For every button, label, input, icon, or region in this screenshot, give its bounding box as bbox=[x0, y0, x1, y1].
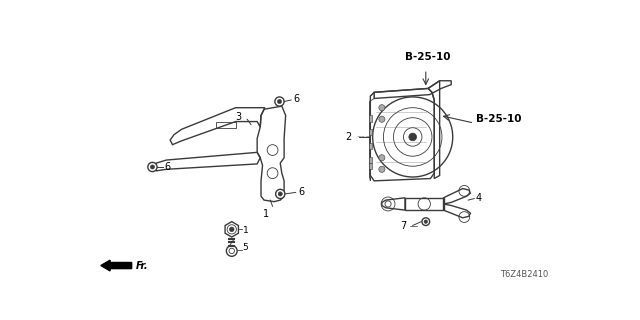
FancyArrow shape bbox=[101, 260, 132, 271]
Bar bbox=[369, 163, 372, 169]
Circle shape bbox=[379, 166, 385, 172]
Circle shape bbox=[277, 100, 282, 104]
Circle shape bbox=[422, 218, 429, 226]
Circle shape bbox=[379, 116, 385, 122]
Circle shape bbox=[278, 192, 282, 196]
Text: ~~~: ~~~ bbox=[356, 134, 371, 140]
Text: 5: 5 bbox=[243, 243, 248, 252]
Text: 6: 6 bbox=[298, 188, 304, 197]
Text: B-25-10: B-25-10 bbox=[476, 114, 522, 124]
Text: 4: 4 bbox=[476, 193, 482, 203]
Circle shape bbox=[150, 165, 154, 169]
Text: Fr.: Fr. bbox=[136, 260, 148, 270]
Text: B-25-10: B-25-10 bbox=[405, 52, 451, 62]
Bar bbox=[369, 143, 372, 149]
Text: 6: 6 bbox=[164, 162, 171, 172]
Text: 6: 6 bbox=[293, 94, 300, 104]
Bar bbox=[369, 157, 372, 163]
Bar bbox=[369, 129, 372, 135]
Circle shape bbox=[409, 133, 417, 141]
Circle shape bbox=[379, 155, 385, 161]
Text: 1: 1 bbox=[263, 209, 269, 219]
Circle shape bbox=[424, 220, 428, 223]
Circle shape bbox=[379, 105, 385, 111]
Bar bbox=[369, 116, 372, 122]
Text: 1: 1 bbox=[243, 227, 248, 236]
Text: T6Z4B2410: T6Z4B2410 bbox=[500, 270, 548, 279]
Circle shape bbox=[275, 97, 284, 106]
Text: 3: 3 bbox=[236, 112, 242, 122]
Circle shape bbox=[276, 189, 285, 198]
Circle shape bbox=[230, 227, 234, 232]
Text: 7: 7 bbox=[400, 221, 406, 231]
Circle shape bbox=[148, 162, 157, 172]
Text: 2: 2 bbox=[345, 132, 351, 142]
